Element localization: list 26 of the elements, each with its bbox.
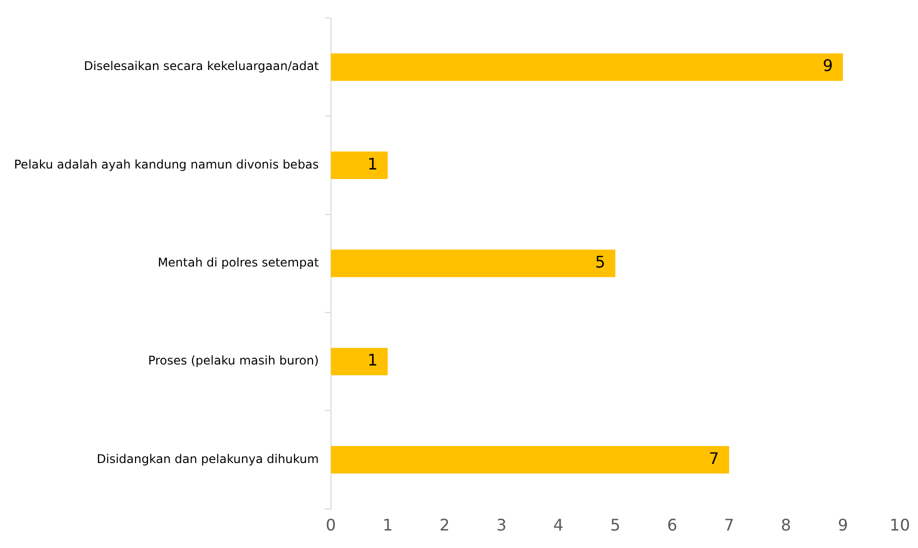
data-label: 1	[368, 350, 378, 370]
y-tick-label: Proses (pelaku masih buron)	[148, 354, 319, 368]
bar	[330, 152, 388, 179]
x-tick-label: 7	[724, 516, 734, 535]
bar	[330, 348, 388, 376]
x-tick-label: 10	[890, 516, 910, 535]
x-tick-label: 3	[496, 516, 507, 535]
bar	[330, 446, 730, 474]
y-tick-label: Disidangkan dan pelakunya dihukum	[96, 452, 319, 466]
x-tick-label: 0	[326, 516, 336, 535]
y-tick-label: Diselesaikan secara kekeluargaan/adat	[84, 59, 320, 74]
data-label: 9	[822, 56, 833, 76]
x-tick-label: 8	[780, 516, 792, 535]
data-label: 5	[595, 252, 606, 272]
x-tick-label: 1	[382, 516, 393, 535]
x-tick-label: 5	[610, 516, 620, 535]
x-tick-label: 2	[440, 516, 450, 535]
x-tick-label: 6	[667, 516, 678, 535]
x-tick-label: 9	[838, 516, 848, 535]
data-label: 7	[708, 448, 720, 468]
x-tick-label: 4	[553, 516, 564, 535]
y-tick-label: Mentah di polres setempat	[158, 256, 320, 270]
bar	[330, 250, 616, 278]
bar	[330, 53, 843, 81]
data-label: 1	[368, 154, 378, 174]
y-tick-label: Pelaku adalah ayah kandung namun divonis bebas	[14, 157, 319, 172]
